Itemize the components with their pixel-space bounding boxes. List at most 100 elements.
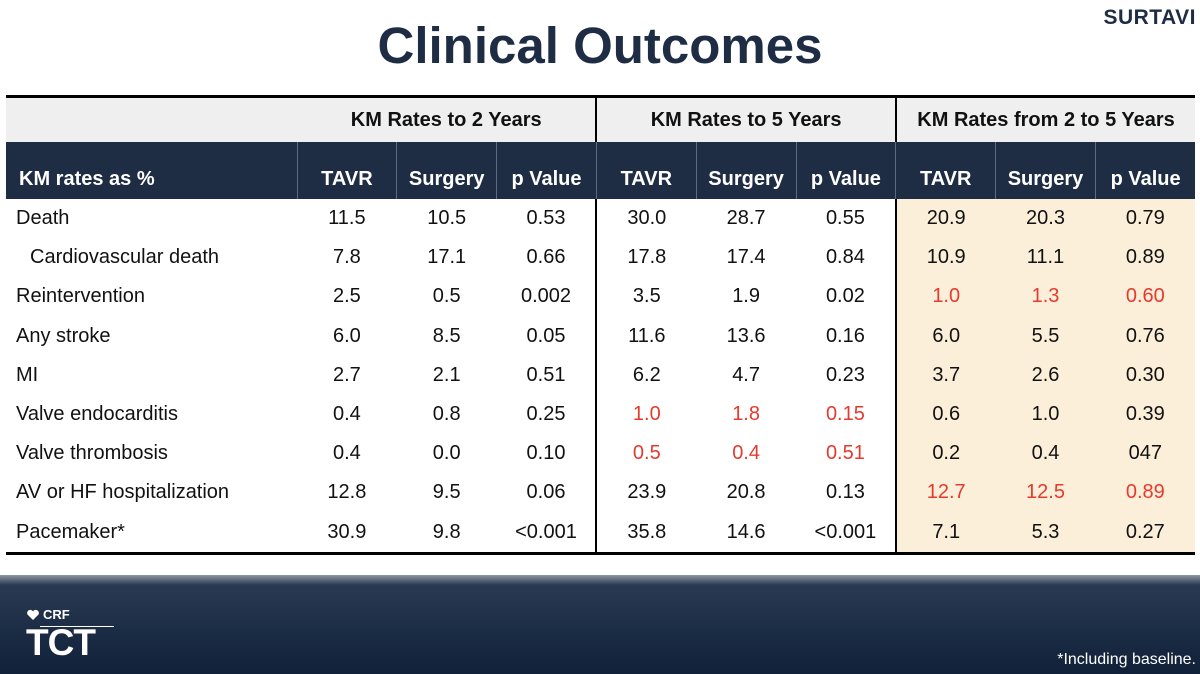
table-cell: 0.4: [332, 403, 361, 426]
crf-label: CRF: [43, 607, 70, 622]
tct-label: TCT: [26, 622, 96, 663]
group-header-blank: [6, 95, 297, 142]
row-label: Valve endocarditis: [16, 403, 178, 426]
group-header-row: KM Rates to 2 Years KM Rates to 5 Years …: [6, 95, 1196, 142]
row-label: Reintervention: [16, 285, 145, 308]
table-cell: 2.1: [432, 363, 461, 386]
table-cell: 0.30: [1095, 355, 1196, 395]
table-cell: 30.9: [297, 512, 397, 555]
table-cell: 6.2: [595, 355, 697, 395]
footer-band: [0, 575, 1200, 674]
table-cell: 0.89: [1095, 238, 1196, 278]
table-cell: 9.5: [432, 481, 461, 504]
group-header-2-to-5-years: KM Rates from 2 to 5 Years: [894, 95, 1196, 142]
row-label: AV or HF hospitalization: [16, 481, 230, 504]
table-cell: 7.8: [332, 246, 361, 269]
table-cell: 0.39: [1095, 394, 1196, 435]
table-cell: 4.7: [732, 363, 760, 386]
row-label: Cardiovascular death: [30, 246, 219, 269]
table-cell: 0.66: [526, 246, 566, 269]
table-cell-highlighted: 0.15: [825, 403, 865, 426]
row-label: Pacemaker*: [6, 512, 297, 555]
table-cell-highlighted: 0.60: [1095, 277, 1196, 317]
tct-logo: CRF TCT: [26, 607, 114, 663]
table-cell-highlighted: 0.89: [1095, 473, 1196, 513]
table-cell: 23.9: [595, 473, 697, 513]
table-cell-highlighted: 1.0: [894, 277, 996, 317]
table-cell: 28.7: [726, 207, 766, 230]
table-cell-highlighted: 1.8: [732, 403, 760, 426]
table-cell: 0.23: [825, 363, 865, 386]
logo-divider: [40, 626, 114, 627]
table-row: MI 2.7 2.1 0.51 6.2 4.7 0.23 3.7 2.6 0.3…: [6, 355, 1196, 395]
clinical-outcomes-table: KM Rates to 2 Years KM Rates to 5 Years …: [6, 95, 1196, 555]
table-cell: 17.4: [726, 246, 766, 269]
table-cell: <0.001: [796, 512, 896, 555]
crf-mark: CRF: [26, 607, 95, 622]
table-cell: 0.53: [526, 207, 566, 230]
table-cell: 13.6: [726, 324, 766, 347]
table-cell: 0.5: [432, 285, 461, 308]
column-header-label: KM rates as %: [6, 142, 297, 199]
group-header-2-years: KM Rates to 2 Years: [297, 95, 597, 142]
table-cell: 8.5: [432, 324, 461, 347]
table-cell: 30.0: [595, 199, 697, 239]
table-cell: 6.0: [894, 316, 996, 356]
footnote: *Including baseline.: [1057, 651, 1196, 668]
table-cell: 11.1: [995, 238, 1096, 278]
table-cell: 0.02: [825, 285, 865, 308]
column-header-surgery-2to5y: Surgery: [995, 142, 1096, 199]
table-cell: 2.7: [332, 363, 361, 386]
table-cell: 0.27: [1095, 512, 1196, 555]
table-cell: 2.5: [332, 285, 361, 308]
table-row: Pacemaker* 30.9 9.8 <0.001 35.8 14.6 <0.…: [6, 512, 1196, 555]
table-cell: 3.5: [595, 277, 697, 317]
brand-label: SURTAVI: [1103, 6, 1196, 29]
table-cell-highlighted: 1.3: [995, 277, 1096, 317]
table-cell: 0.05: [526, 324, 566, 347]
row-label: MI: [16, 363, 39, 386]
table-row: Valve thrombosis 0.4 0.0 0.10 0.5 0.4 0.…: [6, 434, 1196, 474]
column-header-tavr-2to5y: TAVR: [895, 142, 996, 199]
table-cell: 0.06: [526, 481, 566, 504]
table-cell-highlighted: 0.4: [732, 442, 760, 465]
column-header-pvalue-2y: p Value: [496, 142, 597, 199]
table-cell: 7.1: [894, 512, 996, 555]
table-row: AV or HF hospitalization 12.8 9.5 0.06 2…: [6, 473, 1196, 513]
column-header-pvalue-2to5y: p Value: [1094, 142, 1196, 199]
table-cell: 0.25: [526, 403, 566, 426]
table-cell: 14.6: [696, 512, 796, 555]
table-cell-highlighted: 12.7: [894, 473, 996, 513]
table-cell: 0.79: [1095, 199, 1196, 239]
table-cell: 0.4: [995, 434, 1096, 474]
table-cell: 1.9: [732, 285, 760, 308]
column-header-pvalue-5y: p Value: [795, 142, 896, 199]
table-cell: 20.8: [726, 481, 766, 504]
table-cell: 0.10: [526, 442, 566, 465]
table-row: Valve endocarditis 0.4 0.8 0.25 1.0 1.8 …: [6, 394, 1196, 435]
table-cell: 0.4: [332, 442, 361, 465]
table-cell: 6.0: [332, 324, 361, 347]
row-label: Any stroke: [16, 324, 111, 347]
table-cell: 0.55: [825, 207, 865, 230]
table-cell-highlighted: 0.51: [825, 442, 865, 465]
table-cell: 0.6: [894, 394, 996, 435]
table-cell: 0.76: [1095, 316, 1196, 356]
table-cell: 0.13: [825, 481, 865, 504]
table-cell: 35.8: [595, 512, 697, 555]
table-cell-highlighted: 12.5: [995, 473, 1096, 513]
group-header-5-years: KM Rates to 5 Years: [595, 95, 896, 142]
table-cell: 2.6: [995, 355, 1096, 395]
table-row: Death 11.5 10.5 0.53 30.0 28.7 0.55 20.9…: [6, 199, 1196, 239]
row-label: Death: [16, 207, 70, 230]
table-cell: 11.6: [595, 316, 697, 356]
table-cell: 9.8: [396, 512, 497, 555]
table-cell: 0.2: [894, 434, 996, 474]
table-row: Any stroke 6.0 8.5 0.05 11.6 13.6 0.16 6…: [6, 316, 1196, 356]
column-header-surgery-2y: Surgery: [396, 142, 497, 199]
column-header-row: KM rates as % TAVR Surgery p Value TAVR …: [6, 142, 1196, 199]
table-cell: 0.002: [520, 285, 572, 308]
table-cell: 0.84: [825, 246, 865, 269]
table-cell: 1.0: [995, 394, 1096, 435]
table-cell: 0.51: [526, 363, 566, 386]
